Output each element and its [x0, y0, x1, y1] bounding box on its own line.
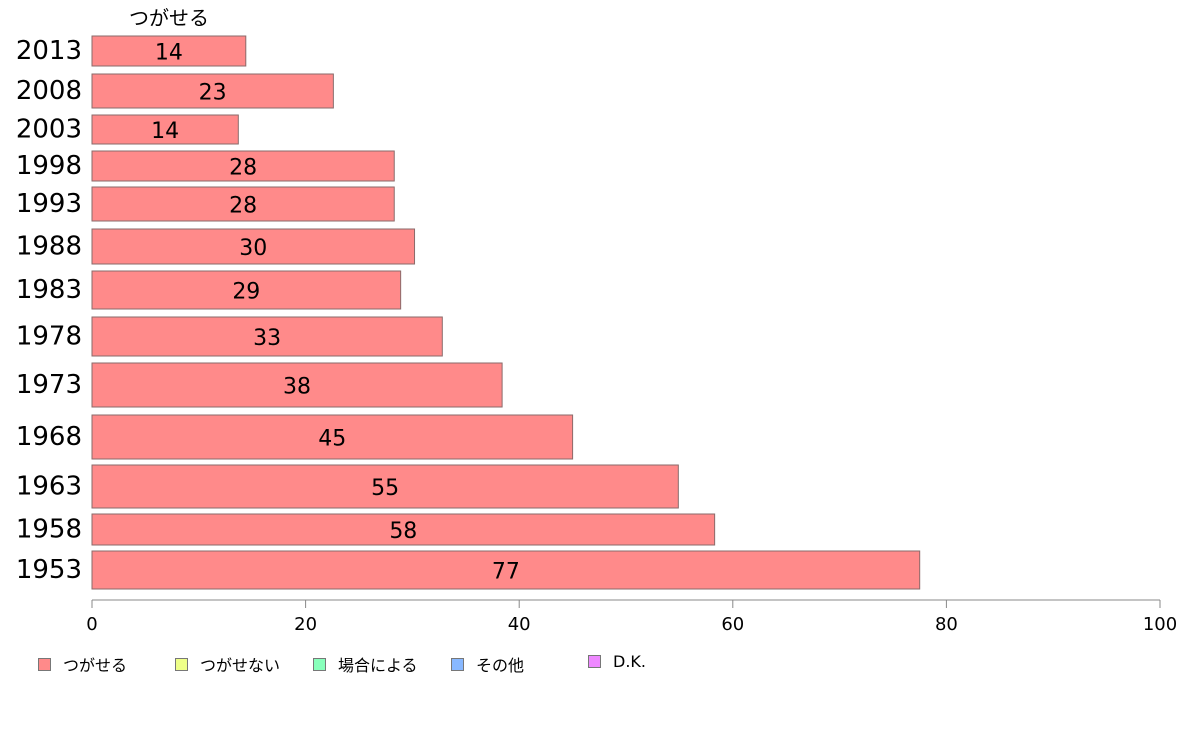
value-label-1998: 28 — [229, 156, 257, 181]
value-label-2013: 14 — [155, 41, 183, 66]
legend-swatch — [588, 655, 601, 668]
value-label-2008: 23 — [199, 81, 227, 106]
legend-item: 場合による — [313, 652, 418, 676]
legend-item: その他 — [451, 652, 524, 676]
category-label-2003: 2003 — [16, 115, 82, 145]
bar-1978 — [91, 316, 443, 357]
value-label-1968: 45 — [318, 427, 346, 452]
category-label-1988: 1988 — [16, 232, 82, 262]
category-label-1973: 1973 — [16, 370, 82, 400]
value-label-1993: 28 — [229, 194, 257, 219]
legend-swatch — [175, 657, 188, 671]
category-label-1963: 1963 — [16, 472, 82, 502]
legend-swatch — [38, 657, 51, 671]
bar-1968 — [91, 414, 574, 460]
category-label-1953: 1953 — [16, 555, 82, 585]
bar-1958 — [91, 513, 716, 546]
bar-2008 — [91, 73, 334, 109]
legend-item: つがせない — [175, 652, 280, 676]
category-label-1998: 1998 — [16, 151, 82, 181]
value-label-1973: 38 — [283, 375, 311, 400]
value-label-2003: 14 — [151, 119, 179, 144]
bar-1988 — [91, 228, 416, 265]
value-label-1983: 29 — [232, 280, 260, 305]
category-label-1958: 1958 — [16, 515, 82, 545]
bar-1973 — [91, 362, 503, 408]
category-label-1993: 1993 — [16, 189, 82, 219]
legend-label: つがせる — [63, 656, 128, 675]
legend-swatch — [451, 657, 464, 671]
x-tick-label-20: 20 — [294, 614, 317, 635]
value-label-1988: 30 — [239, 236, 267, 261]
legend-item: つがせる — [38, 652, 127, 676]
x-tick-label-80: 80 — [935, 614, 958, 635]
legend-swatch — [313, 657, 326, 671]
x-tick-label-0: 0 — [86, 614, 97, 635]
category-label-1983: 1983 — [16, 275, 82, 305]
value-label-1978: 33 — [253, 326, 281, 351]
category-label-2008: 2008 — [16, 76, 82, 106]
bar-1998 — [91, 150, 395, 182]
value-label-1958: 58 — [389, 519, 417, 544]
x-tick-label-60: 60 — [721, 614, 744, 635]
bar-2003 — [91, 114, 239, 145]
bar-1983 — [91, 270, 402, 310]
legend-label: その他 — [476, 656, 525, 675]
category-label-1968: 1968 — [16, 422, 82, 452]
legend-label: D.K. — [613, 652, 646, 671]
series-label: つがせる — [129, 6, 209, 30]
legend-item: D.K. — [588, 652, 646, 671]
x-tick-label-40: 40 — [508, 614, 531, 635]
x-tick-label-100: 100 — [1143, 614, 1177, 635]
value-label-1963: 55 — [371, 476, 399, 501]
category-label-1978: 1978 — [16, 322, 82, 352]
bar-1993 — [91, 186, 395, 222]
bar-1953 — [91, 550, 921, 590]
legend-label: 場合による — [338, 656, 418, 675]
category-label-2013: 2013 — [16, 36, 82, 66]
value-label-1953: 77 — [492, 560, 520, 585]
bar-2013 — [91, 35, 247, 67]
bar-1963 — [91, 464, 679, 509]
legend-label: つがせない — [200, 656, 281, 675]
